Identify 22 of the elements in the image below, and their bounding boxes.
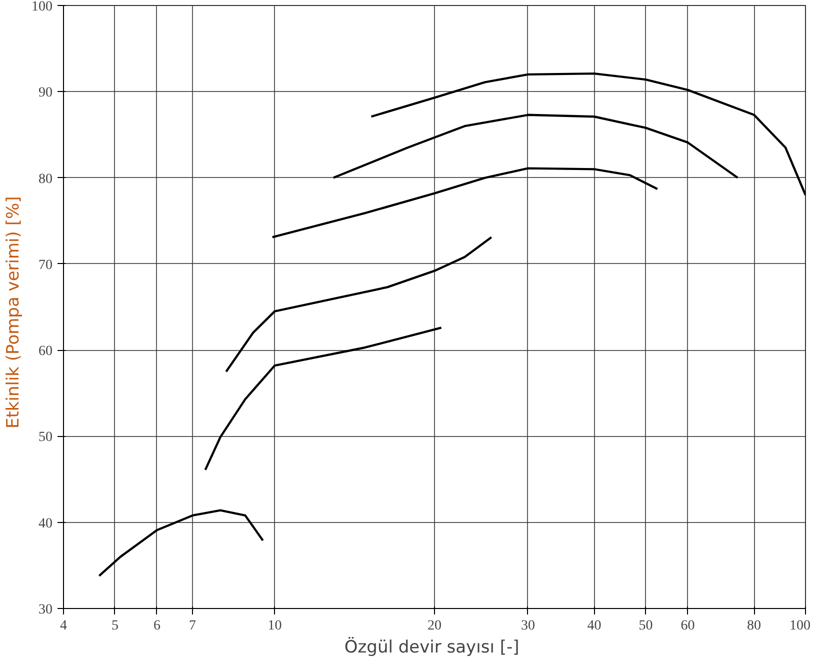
y-tick-label: 40 xyxy=(38,516,52,532)
y-tick-label: 60 xyxy=(38,344,52,360)
x-tick-label: 40 xyxy=(587,618,602,634)
x-tick-label: 80 xyxy=(747,618,762,634)
x-tick-label: 100 xyxy=(790,618,810,634)
y-tick-label: 70 xyxy=(38,258,52,273)
x-tick-label: 50 xyxy=(638,618,653,634)
x-tick-label: 7 xyxy=(189,618,196,634)
x-tick-label: 60 xyxy=(680,618,695,634)
y-tick-label: 50 xyxy=(38,430,52,446)
x-tick-label: 5 xyxy=(111,618,118,634)
y-tick-label: 90 xyxy=(38,86,52,101)
x-tick-label: 6 xyxy=(153,618,160,634)
y-tick-label: 80 xyxy=(38,172,52,187)
x-tick-label: 4 xyxy=(60,618,67,634)
y-tick-label: 30 xyxy=(38,602,52,618)
y-axis-title: Etkinlik (Pompa verimi) [%] xyxy=(4,196,24,429)
x-axis-title: Özgül devir sayısı [-] xyxy=(344,636,520,658)
x-tick-label: 30 xyxy=(520,618,535,634)
x-tick-label: 20 xyxy=(428,618,442,634)
x-tick-label: 10 xyxy=(268,618,282,634)
y-tick-label: 100 xyxy=(32,0,52,14)
